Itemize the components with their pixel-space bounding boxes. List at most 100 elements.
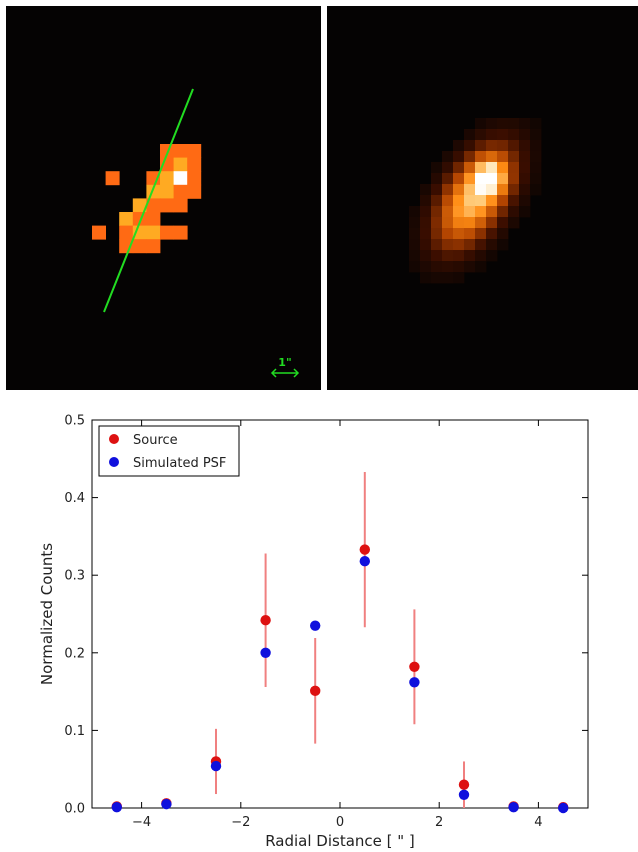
psf-pixel bbox=[486, 228, 498, 240]
x-tick-label: 0 bbox=[336, 815, 344, 830]
source-pixel bbox=[187, 157, 202, 172]
source-pixel bbox=[146, 198, 161, 213]
y-tick-label: 0.3 bbox=[64, 569, 85, 584]
x-tick-label: −2 bbox=[231, 815, 250, 830]
psf-pixel bbox=[442, 184, 454, 196]
psf-pixel bbox=[453, 206, 465, 218]
psf-pixel bbox=[431, 173, 443, 185]
axis-ticks: −4 −2 0 2 4 0.0 0.1 0.2 0.3 0.4 0.5 bbox=[64, 414, 588, 830]
psf-pixel bbox=[486, 250, 498, 262]
legend-marker-source bbox=[109, 434, 119, 444]
source-pixel bbox=[146, 212, 161, 226]
psf-pixel bbox=[486, 173, 498, 185]
psf-pixel bbox=[486, 184, 498, 196]
psf-pixel bbox=[497, 195, 509, 207]
source-pixel bbox=[173, 157, 188, 172]
psf-pixel bbox=[486, 140, 498, 152]
source-pixel bbox=[187, 144, 202, 158]
psf-pixel bbox=[497, 129, 509, 141]
psf-pixel bbox=[508, 151, 520, 163]
psf-pixel bbox=[519, 140, 531, 152]
psf-pixel bbox=[475, 261, 487, 273]
y-tick-label: 0.5 bbox=[64, 414, 85, 429]
psf-image-panel bbox=[327, 6, 638, 390]
psf-point bbox=[409, 677, 420, 688]
source-image-panel: 1" bbox=[6, 6, 321, 390]
psf-point bbox=[161, 798, 172, 810]
psf-pixel bbox=[464, 140, 476, 152]
source-point bbox=[310, 685, 321, 697]
x-tick-label: 4 bbox=[534, 815, 542, 830]
psf-pixel bbox=[453, 162, 465, 174]
psf-pixel bbox=[519, 151, 531, 163]
psf-pixel bbox=[519, 206, 531, 218]
source-pixel bbox=[187, 184, 202, 199]
source-pixel bbox=[173, 198, 188, 213]
psf-pixel bbox=[453, 140, 465, 152]
psf-pixel bbox=[497, 217, 509, 229]
psf-pixel bbox=[453, 261, 465, 273]
psf-pixel bbox=[464, 184, 476, 196]
psf-pixel bbox=[475, 162, 487, 174]
x-tick-label: 2 bbox=[435, 815, 443, 830]
psf-pixel bbox=[486, 151, 498, 163]
psf-pixel bbox=[497, 206, 509, 218]
slit-axis-line bbox=[103, 88, 194, 313]
y-tick-label: 0.2 bbox=[64, 646, 85, 661]
psf-pixel bbox=[453, 217, 465, 229]
psf-pixel bbox=[442, 151, 454, 163]
psf-pixel bbox=[519, 195, 531, 207]
source-pixel-map: 1" bbox=[92, 88, 300, 378]
psf-pixel bbox=[497, 151, 509, 163]
legend-marker-psf bbox=[109, 457, 119, 467]
psf-pixel bbox=[464, 239, 476, 251]
psf-pixel bbox=[453, 151, 465, 163]
plot-frame bbox=[91, 419, 589, 809]
psf-pixel bbox=[453, 184, 465, 196]
psf-point bbox=[558, 802, 569, 814]
psf-pixel bbox=[475, 217, 487, 229]
x-tick-label: −4 bbox=[132, 815, 151, 830]
psf-pixel bbox=[464, 173, 476, 185]
psf-pixel bbox=[464, 228, 476, 240]
psf-pixel bbox=[431, 217, 443, 229]
psf-pixel bbox=[464, 250, 476, 262]
legend-label-source: Source bbox=[133, 433, 178, 448]
psf-pixel bbox=[464, 162, 476, 174]
x-axis-label: Radial Distance [ " ] bbox=[265, 832, 415, 850]
psf-pixel bbox=[497, 239, 509, 251]
psf-pixel bbox=[464, 151, 476, 163]
psf-pixel bbox=[530, 162, 542, 174]
psf-pixel bbox=[464, 195, 476, 207]
psf-pixel bbox=[475, 250, 487, 262]
source-point bbox=[359, 544, 370, 555]
psf-point bbox=[310, 620, 321, 631]
psf-pixel bbox=[475, 140, 487, 152]
psf-pixel bbox=[453, 272, 465, 284]
legend-label-psf: Simulated PSF bbox=[133, 456, 226, 471]
psf-pixel bbox=[475, 118, 487, 130]
psf-pixel-map bbox=[409, 118, 542, 284]
legend: Source Simulated PSF bbox=[98, 425, 240, 477]
y-axis-label: Normalized Counts bbox=[38, 543, 56, 685]
psf-pixel bbox=[431, 228, 443, 240]
psf-pixel bbox=[464, 217, 476, 229]
psf-pixel bbox=[442, 217, 454, 229]
y-tick-label: 0.1 bbox=[64, 724, 85, 739]
scale-bar: 1" bbox=[270, 356, 300, 378]
psf-point bbox=[508, 802, 519, 813]
psf-pixel bbox=[409, 261, 421, 273]
psf-pixel bbox=[420, 272, 432, 284]
psf-pixel bbox=[442, 206, 454, 218]
source-pixel bbox=[146, 225, 161, 240]
psf-pixel bbox=[420, 228, 432, 240]
psf-pixel bbox=[486, 162, 498, 174]
psf-pixel bbox=[475, 206, 487, 218]
source-pixel bbox=[160, 184, 174, 199]
psf-pixel bbox=[519, 173, 531, 185]
psf-pixel bbox=[519, 162, 531, 174]
y-tick-label: 0.0 bbox=[64, 802, 85, 817]
source-point bbox=[409, 661, 420, 672]
psf-pixel bbox=[475, 228, 487, 240]
psf-pixel bbox=[431, 162, 443, 174]
